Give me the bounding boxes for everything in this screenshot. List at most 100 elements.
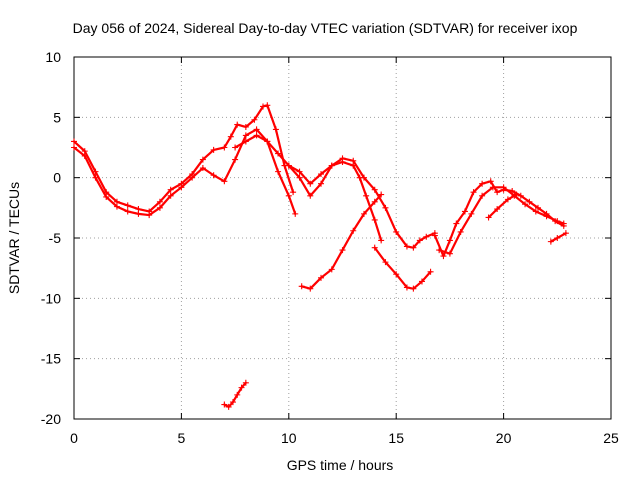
x-tick-label: 20	[496, 430, 512, 446]
data-point	[242, 379, 249, 386]
data-point	[436, 247, 443, 254]
data-point	[146, 212, 153, 219]
data-point	[124, 208, 131, 215]
data-point	[221, 401, 228, 408]
data-point	[554, 218, 561, 225]
data-point	[307, 285, 314, 292]
y-tick-label: -15	[41, 351, 61, 367]
data-point	[178, 184, 185, 191]
data-point	[81, 152, 88, 159]
data-point	[242, 123, 249, 130]
data-point	[307, 192, 314, 199]
data-point	[410, 244, 417, 251]
data-point	[232, 156, 239, 163]
data-point	[339, 247, 346, 254]
data-point	[307, 180, 314, 187]
data-point	[272, 126, 279, 133]
data-point	[167, 192, 174, 199]
data-point	[487, 178, 494, 185]
data-point	[318, 274, 325, 281]
data-point	[371, 186, 378, 193]
data-point	[221, 178, 228, 185]
data-point	[382, 204, 389, 211]
data-point	[371, 198, 378, 205]
data-point	[199, 156, 206, 163]
data-point	[534, 204, 541, 211]
data-point	[440, 253, 447, 260]
data-point	[232, 144, 239, 151]
data-point	[71, 138, 77, 145]
data-point	[242, 138, 249, 145]
data-point	[485, 214, 492, 221]
data-point	[234, 121, 241, 128]
data-point	[135, 210, 142, 217]
series-track-5	[298, 191, 385, 292]
data-point	[221, 144, 228, 151]
data-point	[494, 206, 501, 213]
data-point	[468, 210, 475, 217]
data-point	[292, 210, 299, 217]
data-point	[526, 198, 533, 205]
data-point	[403, 284, 410, 291]
data-point	[251, 116, 258, 123]
data-point	[92, 174, 99, 181]
data-point	[532, 208, 539, 215]
data-point	[318, 180, 325, 187]
data-point	[264, 102, 271, 109]
data-point	[296, 174, 303, 181]
data-point	[234, 391, 241, 398]
data-point	[393, 271, 400, 278]
data-point	[513, 191, 520, 198]
data-point	[229, 399, 236, 406]
data-point	[427, 268, 434, 275]
data-point	[479, 192, 486, 199]
data-point	[416, 237, 423, 244]
data-point	[378, 191, 385, 198]
data-point	[227, 133, 234, 140]
data-point	[210, 172, 217, 179]
data-point	[296, 168, 303, 175]
y-axis-label: SDTVAR / TECUs	[6, 182, 22, 294]
data-point	[242, 132, 249, 139]
y-tick-label: 0	[53, 170, 61, 186]
data-point	[453, 220, 460, 227]
data-point	[470, 189, 477, 196]
data-point	[554, 235, 561, 241]
data-point	[328, 162, 335, 169]
data-point	[382, 259, 389, 266]
data-point	[479, 180, 486, 187]
series-line	[72, 104, 295, 213]
data-point	[517, 192, 524, 199]
data-point	[189, 174, 196, 181]
series-track-10	[547, 230, 569, 245]
data-point	[461, 208, 468, 215]
data-point	[350, 157, 357, 164]
data-point	[431, 232, 438, 239]
data-point	[494, 189, 501, 196]
axis-ticks: 0 5 10 15 20 25 -20 -15 -10 -5 0 5 10	[41, 49, 619, 446]
data-point	[457, 228, 464, 235]
data-point	[350, 227, 357, 234]
data-point	[318, 171, 325, 178]
data-point	[360, 210, 367, 217]
series-line	[549, 232, 567, 243]
series-track-1	[71, 102, 297, 215]
series-track-8	[436, 184, 567, 257]
series-line	[487, 193, 518, 219]
data-point	[199, 165, 206, 172]
data-point	[103, 193, 110, 200]
data-point	[328, 266, 335, 273]
data-point	[238, 384, 245, 391]
data-series	[71, 102, 569, 410]
chart-title: Day 056 of 2024, Sidereal Day-to-day VTE…	[73, 20, 578, 36]
data-point	[423, 233, 430, 240]
x-axis-label: GPS time / hours	[287, 457, 394, 473]
series-track-11	[221, 379, 249, 410]
series-track-7	[431, 178, 567, 260]
data-point	[560, 220, 567, 227]
data-point	[71, 144, 77, 151]
data-point	[371, 216, 378, 223]
data-point	[393, 228, 400, 235]
x-tick-label: 15	[388, 430, 404, 446]
x-tick-label: 10	[281, 430, 297, 446]
